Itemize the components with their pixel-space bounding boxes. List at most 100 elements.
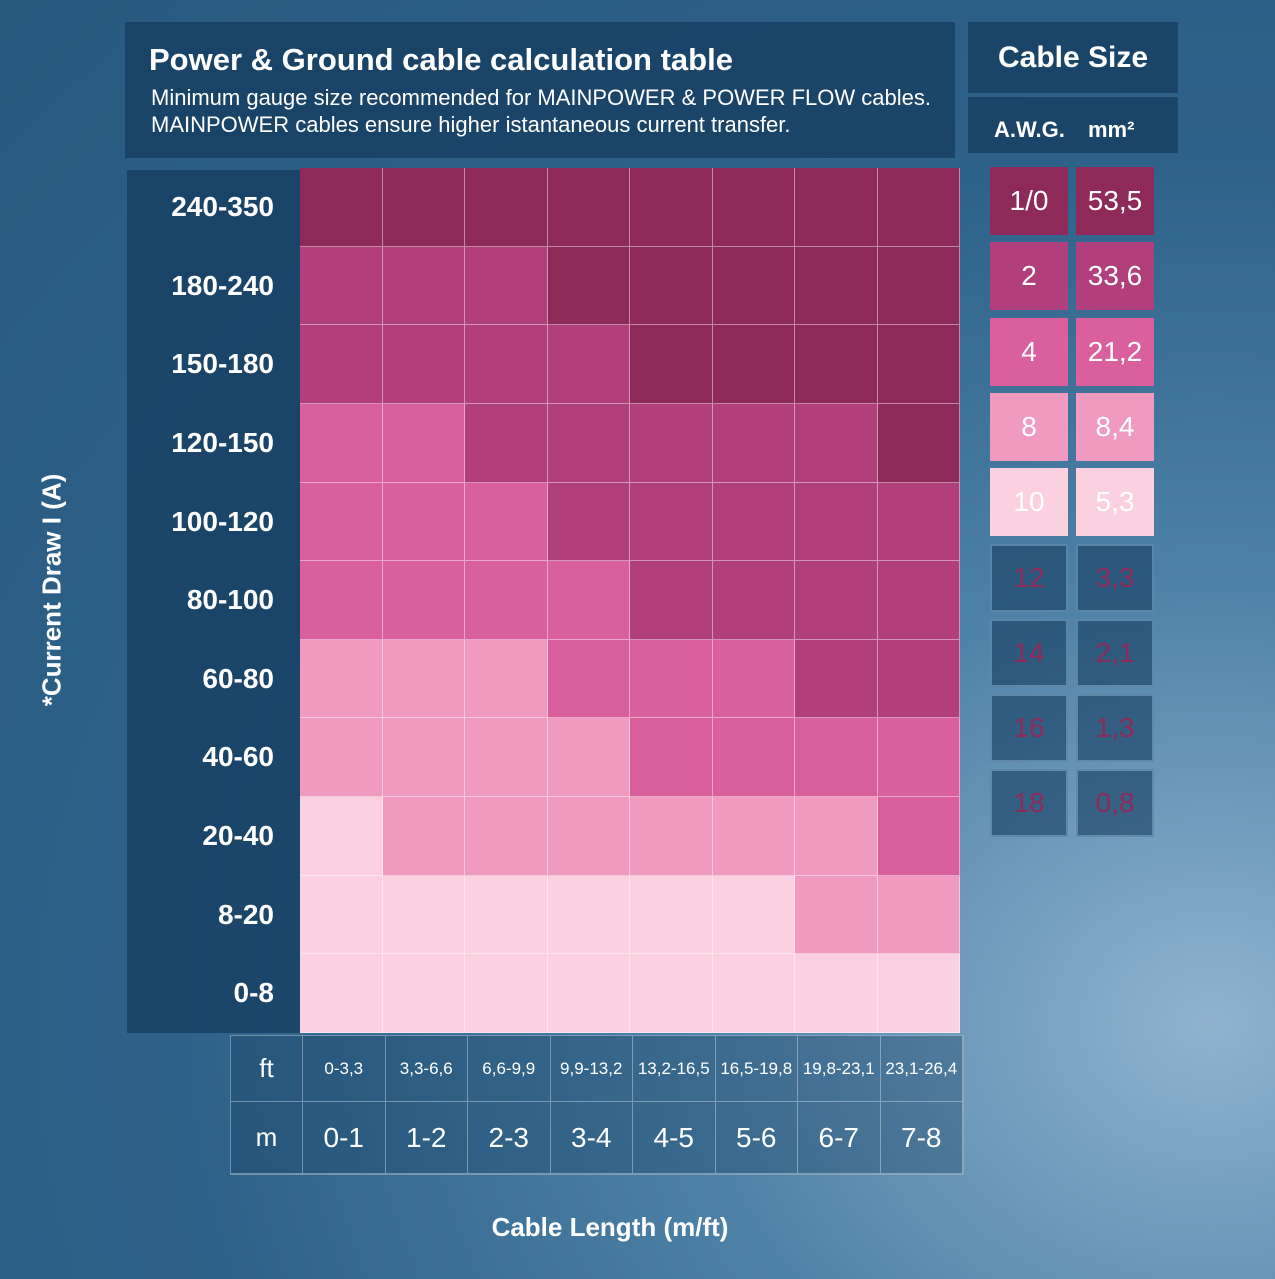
- y-tick-label: 150-180: [171, 348, 274, 380]
- heatmap-cell: [630, 403, 713, 483]
- x-ft-tick-label: 6,6-9,9: [468, 1036, 551, 1102]
- heatmap-cell: [465, 718, 548, 798]
- y-tick-label: 240-350: [171, 191, 274, 222]
- heatmap-cell: [465, 482, 548, 562]
- heatmap-cell: [547, 875, 630, 955]
- heatmap-cell: [877, 325, 960, 404]
- heatmap-cell: [712, 168, 795, 247]
- y-tick-label: 120-150: [171, 426, 274, 458]
- heatmap-cell: [630, 797, 713, 876]
- x-m-tick-label: 2-3: [468, 1102, 551, 1174]
- y-tick-label: 20-40: [202, 820, 274, 852]
- heatmap-cell: [547, 639, 630, 719]
- heatmap-cell: [630, 246, 713, 326]
- legend-awg-cell: 14: [990, 618, 1068, 687]
- heatmap-cell: [712, 797, 795, 876]
- heatmap-cell: [877, 639, 960, 719]
- legend-awg-cell: 18: [990, 769, 1068, 838]
- heatmap-cell: [382, 561, 465, 640]
- x-axis-label: Cable Length (m/ft): [491, 1212, 729, 1242]
- x-ft-tick-label: 9,9-13,2: [550, 1036, 633, 1102]
- heatmap-cell: [712, 482, 795, 562]
- heatmap-cell: [465, 403, 548, 483]
- heatmap-cell: [877, 797, 960, 876]
- heatmap-cell: [877, 954, 960, 1033]
- heatmap-cell: [795, 561, 878, 640]
- heatmap-cell: [300, 561, 383, 640]
- heatmap-cell: [795, 954, 878, 1033]
- heatmap-cell: [547, 482, 630, 562]
- heatmap-cell: [382, 718, 465, 798]
- heatmap-cell: [877, 561, 960, 640]
- heatmap-cell: [877, 246, 960, 326]
- heatmap-cell: [465, 561, 548, 640]
- x-m-tick-label: 6-7: [798, 1102, 881, 1174]
- heatmap-cell: [877, 403, 960, 483]
- heatmap-cell: [382, 954, 465, 1033]
- legend-awg-cell: 1/0: [990, 167, 1068, 235]
- legend-mm2-cell: 21,2: [1076, 317, 1154, 386]
- heatmap-cell: [300, 954, 383, 1033]
- x-m-tick-label: 7-8: [880, 1102, 963, 1174]
- heatmap-cell: [465, 954, 548, 1033]
- y-tick-label: 80-100: [186, 584, 274, 616]
- heatmap-cell: [382, 168, 465, 247]
- legend-mm2-cell: 5,3: [1076, 468, 1154, 537]
- mm2-label: mm²: [1088, 117, 1135, 142]
- heatmap-cell: [712, 718, 795, 798]
- heatmap-cell: [465, 797, 548, 876]
- heatmap-cell: [382, 325, 465, 404]
- legend-mm2-cell: 8,4: [1076, 392, 1154, 461]
- heatmap-cell: [795, 403, 878, 483]
- heatmap-grid: [300, 168, 960, 1033]
- x-ft-tick-label: 16,5-19,8: [715, 1036, 798, 1102]
- heatmap-cell: [877, 718, 960, 798]
- heatmap-cell: [300, 639, 383, 719]
- legend-mm2-cell: 3,3: [1076, 543, 1154, 612]
- y-tick-label: 180-240: [171, 269, 274, 301]
- x-ft-tick-label: 19,8-23,1: [798, 1036, 881, 1102]
- x-axis-table: ft m 0-3,3 0-1 3,3-6,6 1-2 6,6-9,9 2-3 9,9-13,2 3…: [230, 1035, 964, 1175]
- legend-mm2-cell: 1,3: [1076, 694, 1154, 763]
- heatmap-cell: [465, 875, 548, 955]
- y-tick-labels: 240-350 180-240 150-180 120-150 100-120 80-10…: [127, 170, 302, 1033]
- heatmap-cell: [877, 482, 960, 562]
- heatmap-cell: [547, 325, 630, 404]
- heatmap-cell: [547, 168, 630, 247]
- heatmap-cell: [465, 325, 548, 404]
- x-m-tick-label: 1-2: [385, 1102, 468, 1174]
- x-ft-tick-label: 0-3,3: [303, 1036, 386, 1102]
- y-tick-label: 40-60: [202, 741, 274, 773]
- heatmap-cell: [300, 325, 383, 404]
- legend-awg-cell: 8: [990, 392, 1068, 461]
- legend-awg-cell: 4: [990, 317, 1068, 386]
- heatmap-cell: [547, 403, 630, 483]
- heatmap-cell: [300, 168, 383, 247]
- heatmap-cell: [630, 168, 713, 247]
- heatmap-cell: [630, 325, 713, 404]
- heatmap-cell: [300, 403, 383, 483]
- heatmap-cell: [465, 246, 548, 326]
- heatmap-cell: [300, 718, 383, 798]
- heatmap-cell: [712, 954, 795, 1033]
- heatmap-cell: [382, 246, 465, 326]
- heatmap-cell: [795, 482, 878, 562]
- awg-label: A.W.G.: [994, 117, 1065, 142]
- heatmap-cell: [712, 325, 795, 404]
- heatmap-cell: [465, 639, 548, 719]
- heatmap-cell: [712, 561, 795, 640]
- heatmap-cell: [712, 246, 795, 326]
- cable-size-title: Cable Size: [968, 22, 1178, 93]
- heatmap-cell: [795, 325, 878, 404]
- heatmap-cell: [877, 875, 960, 955]
- heatmap-cell: [712, 639, 795, 719]
- legend-awg-cell: 2: [990, 242, 1068, 311]
- heatmap-cell: [630, 954, 713, 1033]
- heatmap-cell: [795, 246, 878, 326]
- x-ft-unit-label: ft: [231, 1036, 303, 1102]
- heatmap-cell: [382, 403, 465, 483]
- heatmap-cell: [712, 875, 795, 955]
- legend-awg-cell: 12: [990, 543, 1068, 612]
- heatmap-cell: [300, 246, 383, 326]
- heatmap-cell: [547, 246, 630, 326]
